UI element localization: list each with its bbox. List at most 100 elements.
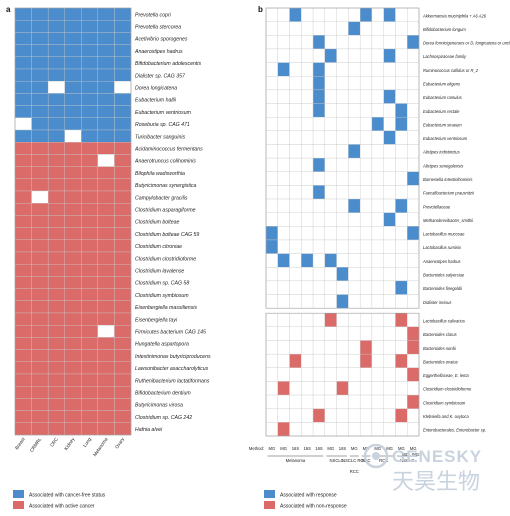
cell-b-r2-c9: [371, 35, 384, 50]
cell-a-r10-c2: [47, 129, 65, 143]
cell-b-r9-c12: [407, 130, 420, 145]
cell-a-r6-c2: [47, 81, 65, 94]
cell-a-r1-c1: [31, 20, 49, 33]
cell-b-r20-c7: [348, 280, 361, 295]
panel-b-legend: Associated with response Associated with …: [264, 490, 347, 510]
cell-a-r32-c2: [47, 398, 65, 411]
cell-b-r7-c5: [324, 103, 337, 118]
row-label-b: Faecalibacterium prausnitzii: [423, 191, 474, 196]
cell-b-r24-c0: [265, 340, 278, 355]
cell-b-r10-c11: [395, 144, 408, 159]
cell-a-r33-c4: [81, 410, 99, 423]
legend-label: Associated with cancer-free status: [29, 493, 106, 499]
cell-a-r11-c1: [31, 142, 49, 155]
cell-b-r22-c6: [336, 313, 349, 328]
col-label-a: CRC: [49, 436, 59, 448]
cell-b-r19-c2: [289, 267, 302, 282]
row-label-a: Bifidobacterium dentium: [135, 390, 191, 396]
cell-b-r11-c4: [312, 157, 326, 172]
row-label-b: Klebsiella and K. oxytoca: [423, 414, 469, 419]
cell-b-r9-c10: [383, 130, 396, 145]
cell-b-r25-c0: [265, 353, 278, 368]
row-label-a: Eubacterium ventriosum: [135, 110, 192, 116]
cell-b-r8-c2: [289, 116, 302, 131]
cell-b-r27-c6: [336, 381, 349, 396]
cell-b-r12-c2: [289, 171, 302, 186]
cell-b-r1-c0: [265, 21, 278, 36]
cell-b-r1-c3: [301, 21, 314, 36]
cell-a-r27-c2: [47, 337, 65, 350]
cell-b-r26-c8: [359, 367, 373, 382]
cell-b-r30-c5: [324, 422, 337, 437]
cell-b-r11-c9: [371, 157, 384, 172]
cell-a-r16-c0: [14, 203, 32, 216]
cell-b-r13-c0: [265, 185, 278, 200]
row-label-b: Eubacterium eligens: [423, 82, 460, 87]
cell-a-r6-c6: [114, 81, 132, 94]
cell-b-r2-c6: [336, 35, 349, 50]
row-label-a: Bifidobacterium adolescentis: [135, 61, 201, 67]
cell-a-r6-c4: [81, 81, 99, 94]
cell-a-r26-c1: [31, 325, 49, 338]
panel-a-frame: [14, 7, 132, 436]
cell-a-r31-c3: [64, 386, 82, 399]
group-label: RCC: [379, 458, 388, 463]
cell-a-r25-c2: [47, 312, 65, 326]
cell-b-r20-c0: [265, 280, 278, 295]
cell-b-r6-c4: [312, 89, 326, 104]
cell-a-r13-c4: [81, 166, 99, 179]
cell-a-r1-c5: [97, 20, 115, 33]
cell-a-r8-c4: [81, 105, 99, 118]
cell-b-r20-c12: [407, 280, 420, 295]
cell-b-r4-c11: [395, 62, 408, 77]
cell-a-r32-c6: [114, 398, 132, 411]
cell-b-r0-c2: [289, 7, 302, 22]
cell-b-r16-c10: [383, 226, 396, 241]
cell-b-r14-c6: [336, 198, 349, 213]
row-label-b: Eubacterium siraeum: [423, 122, 462, 127]
cell-b-r23-c8: [359, 326, 373, 341]
cell-a-r19-c3: [64, 239, 82, 253]
cell-a-r2-c5: [97, 32, 115, 45]
cell-b-r23-c10: [383, 326, 396, 341]
cell-b-r21-c5: [324, 294, 337, 309]
cell-a-r7-c1: [31, 93, 49, 106]
row-label-b: Lactobacillus ruminis: [423, 245, 461, 250]
row-label-b: Bacteroides salyersiae: [423, 273, 465, 278]
cell-b-r15-c0: [265, 212, 278, 227]
cell-a-r12-c2: [47, 154, 65, 167]
row-label-a: Ruthenibacterium lactatiformans: [135, 378, 210, 384]
row-label-a: Butyricimonas virosa: [135, 403, 183, 409]
cell-b-r28-c0: [265, 394, 278, 409]
cell-b-r29-c2: [289, 408, 302, 423]
cell-b-r8-c11: [395, 116, 408, 131]
cell-b-r24-c4: [312, 340, 326, 355]
cell-a-r21-c1: [31, 264, 49, 277]
cell-b-r24-c6: [336, 340, 349, 355]
panel-b-heatmap: Akkermansia muciniphila + A6 A26 Bifidoba…: [249, 7, 510, 474]
cell-b-r19-c1: [277, 267, 290, 282]
cell-a-r13-c6: [114, 166, 132, 179]
cell-a-r0-c0: [14, 7, 32, 21]
cell-a-r30-c1: [31, 373, 49, 387]
cell-b-r0-c7: [348, 7, 361, 22]
cell-b-r23-c11: [395, 326, 408, 341]
cell-a-r4-c6: [114, 56, 132, 70]
cell-b-r21-c0: [265, 294, 278, 309]
cell-b-r30-c0: [265, 422, 278, 437]
cell-a-r27-c5: [97, 337, 115, 350]
cell-b-r24-c9: [371, 340, 384, 355]
cell-b-r19-c3: [301, 267, 314, 282]
cell-a-r12-c3: [64, 154, 82, 167]
cell-b-r4-c7: [348, 62, 361, 77]
panel-a-legend: Associated with cancer-free status Associ…: [13, 490, 106, 510]
cell-b-r25-c5: [324, 353, 337, 368]
cell-a-r25-c6: [114, 312, 132, 326]
cell-b-r22-c1: [277, 313, 290, 328]
cell-b-r4-c0: [265, 62, 278, 77]
cell-a-r22-c0: [14, 276, 32, 289]
cell-b-r25-c7: [348, 353, 361, 368]
row-label-a: Clostridium citroniae: [135, 244, 182, 250]
cell-a-r15-c1: [31, 190, 49, 204]
row-label-a: Anaerostipes hadrus: [134, 49, 183, 55]
